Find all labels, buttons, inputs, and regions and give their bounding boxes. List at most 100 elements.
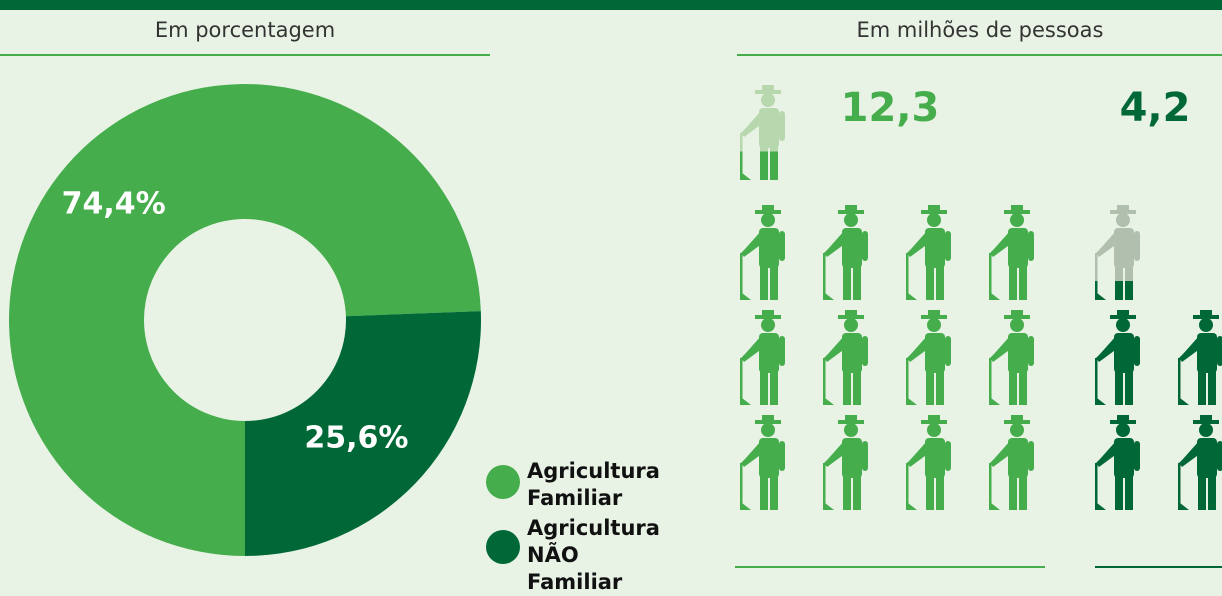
top-band	[0, 0, 1222, 10]
icon-part	[759, 438, 779, 478]
icon-part	[824, 336, 846, 362]
icon-part	[842, 333, 862, 373]
icon-part	[927, 213, 941, 227]
icon-part	[1028, 336, 1034, 366]
icon-part	[1028, 231, 1034, 261]
icon-part	[1010, 213, 1024, 227]
icon-part	[1117, 205, 1129, 212]
icon-part	[1019, 371, 1027, 405]
icon-part	[1097, 503, 1106, 510]
person-icon	[989, 310, 1034, 405]
icon-part	[742, 293, 751, 300]
icon-part	[907, 231, 929, 257]
icon-part	[825, 398, 834, 405]
icon-part	[925, 333, 945, 373]
icon-part	[945, 336, 951, 366]
person-icon	[1095, 281, 1133, 300]
icon-part	[760, 371, 768, 405]
person-icon	[740, 151, 778, 180]
icon-part	[990, 231, 1012, 257]
pie-slice	[8, 84, 481, 556]
icon-part	[823, 253, 826, 300]
icon-part	[761, 423, 775, 437]
icon-part	[1114, 333, 1134, 373]
icon-part	[740, 253, 743, 300]
icon-part	[926, 371, 934, 405]
icon-part	[1116, 423, 1130, 437]
person-icon	[740, 415, 785, 510]
icon-part	[825, 503, 834, 510]
icon-part	[1116, 213, 1130, 227]
person-icon	[906, 310, 951, 405]
icon-part	[989, 358, 992, 405]
icon-part	[906, 463, 909, 510]
person-icon	[1178, 415, 1222, 510]
icon-part	[936, 266, 944, 300]
icon-part	[853, 476, 861, 510]
icon-part	[741, 111, 763, 137]
icon-part	[907, 336, 929, 362]
icon-part	[1009, 266, 1017, 300]
icon-part	[779, 231, 785, 261]
icon-part	[1134, 231, 1140, 261]
icon-part	[1198, 371, 1206, 405]
partial-fill	[1095, 281, 1133, 300]
value-label: 12,3	[841, 85, 940, 131]
icon-part	[759, 228, 779, 268]
icon-part	[762, 85, 774, 92]
icon-part	[906, 358, 909, 405]
icon-part	[823, 358, 826, 405]
icon-part	[1125, 476, 1133, 510]
legend-swatch	[486, 465, 520, 499]
icon-part	[1178, 358, 1181, 405]
icon-part	[990, 441, 1012, 467]
icon-part	[1198, 476, 1206, 510]
icon-part	[779, 111, 785, 141]
subtitle: Em milhões de pessoas	[857, 18, 1104, 42]
person-icon	[989, 205, 1034, 300]
icon-part	[844, 318, 858, 332]
infographic: Em porcentagem Em milhões de pessoas 74,…	[0, 0, 1222, 568]
icon-part	[770, 371, 778, 405]
icon-part	[1200, 310, 1212, 317]
icon-part	[928, 310, 940, 317]
icon-part	[1095, 253, 1098, 300]
icon-part	[925, 438, 945, 478]
icon-part	[1125, 371, 1133, 405]
person-icon	[823, 415, 868, 510]
icon-part	[1125, 281, 1133, 300]
icon-part	[1115, 281, 1123, 300]
icon-part	[928, 205, 940, 212]
icon-part	[908, 293, 917, 300]
icon-part	[762, 205, 774, 212]
icon-part	[823, 463, 826, 510]
icon-part	[1115, 476, 1123, 510]
icon-part	[945, 441, 951, 471]
icon-part	[991, 503, 1000, 510]
icon-part	[936, 476, 944, 510]
person-icon	[740, 205, 785, 300]
value-label: 25,6%	[304, 420, 408, 455]
icon-part	[1134, 336, 1140, 366]
person-icon	[823, 205, 868, 300]
icon-part	[1116, 318, 1130, 332]
icon-part	[1217, 336, 1222, 366]
icon-part	[926, 266, 934, 300]
icon-part	[844, 213, 858, 227]
icon-part	[779, 441, 785, 471]
person-icon	[1095, 415, 1140, 510]
icon-part	[760, 151, 768, 180]
icon-part	[1008, 333, 1028, 373]
icon-part	[1010, 423, 1024, 437]
icon-part	[1180, 398, 1189, 405]
icon-part	[991, 398, 1000, 405]
icon-part	[989, 463, 992, 510]
icon-part	[760, 476, 768, 510]
icon-part	[842, 438, 862, 478]
icon-part	[1095, 281, 1098, 300]
person-icon	[1095, 310, 1140, 405]
icon-part	[1117, 415, 1129, 422]
icon-part	[759, 333, 779, 373]
icon-part	[779, 336, 785, 366]
